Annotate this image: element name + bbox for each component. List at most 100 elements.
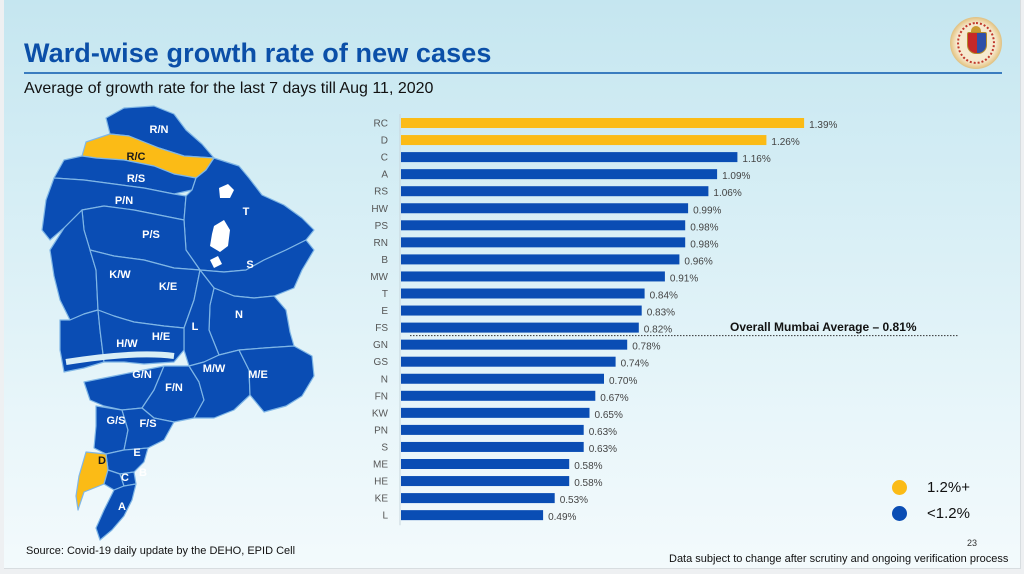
- value-label-b: 0.96%: [684, 256, 712, 267]
- map-label-c: C: [121, 472, 129, 484]
- category-label-hw: HW: [371, 204, 388, 215]
- category-label-rs: RS: [374, 187, 388, 198]
- bar-pn: [401, 424, 584, 435]
- bmc-emblem-icon: [950, 17, 1002, 69]
- ward-region-mw: [188, 349, 251, 419]
- page-number: 23: [967, 538, 978, 548]
- category-label-rc: RC: [374, 119, 388, 130]
- bar-mw: [401, 271, 665, 282]
- value-label-me: 0.58%: [574, 461, 602, 472]
- value-label-he: 0.58%: [574, 478, 602, 489]
- map-label-rc: R/C: [127, 151, 146, 163]
- map-label-gs: G/S: [107, 415, 126, 427]
- value-label-t: 0.84%: [650, 291, 678, 302]
- category-label-fs: FS: [375, 323, 388, 334]
- emblem-ring: [957, 22, 995, 64]
- bar-hw: [401, 203, 689, 214]
- value-label-hw: 0.99%: [693, 205, 721, 216]
- value-label-kw: 0.65%: [595, 410, 623, 421]
- map-label-he: H/E: [152, 331, 170, 343]
- bar-d: [401, 135, 767, 146]
- category-label-n: N: [381, 374, 388, 385]
- map-label-n: N: [235, 309, 243, 321]
- category-label-mw: MW: [370, 272, 388, 283]
- value-label-fs: 0.82%: [644, 325, 672, 336]
- bar-l: [401, 510, 544, 521]
- value-label-pn: 0.63%: [589, 427, 617, 438]
- slide: Ward-wise growth rate of new cases Avera…: [4, 0, 1021, 569]
- bar-rc: [401, 118, 805, 128]
- map-label-t: T: [243, 206, 250, 218]
- legend-dot-low-icon: [892, 505, 907, 521]
- map-label-s: S: [246, 259, 253, 271]
- bar-ke: [401, 493, 555, 504]
- legend-label-low: <1.2%: [927, 504, 970, 522]
- category-label-pn: PN: [374, 425, 388, 436]
- lake-powai: [210, 220, 230, 252]
- legend: 1.2%+ <1.2%: [892, 474, 970, 526]
- map-label-rn: R/N: [150, 124, 169, 136]
- source-note: Source: Covid-19 daily update by the DEH…: [26, 545, 296, 557]
- bar-rs: [401, 186, 709, 197]
- creek: [65, 351, 175, 365]
- value-label-a: 1.09%: [722, 171, 750, 182]
- bar-gn: [401, 339, 628, 350]
- category-label-gn: GN: [373, 340, 388, 351]
- bar-c: [401, 152, 738, 163]
- title-divider: [24, 72, 1002, 74]
- category-label-rn: RN: [374, 238, 388, 249]
- legend-label-high: 1.2%+: [927, 478, 970, 496]
- category-label-c: C: [381, 153, 388, 164]
- bar-kw: [401, 407, 590, 418]
- map-label-hw: H/W: [116, 338, 138, 350]
- bar-gs: [401, 356, 616, 367]
- ward-region-me: [238, 345, 315, 413]
- bar-t: [401, 288, 645, 299]
- average-line-label: Overall Mumbai Average – 0.81%: [730, 320, 917, 334]
- category-label-kw: KW: [372, 408, 389, 419]
- value-label-n: 0.70%: [609, 376, 637, 387]
- ward-region-d: [75, 451, 109, 511]
- bar-s: [401, 441, 584, 452]
- map-label-b: B: [139, 467, 147, 479]
- map-label-kw: K/W: [109, 269, 131, 281]
- value-label-d: 1.26%: [771, 137, 799, 148]
- category-label-he: HE: [374, 477, 388, 488]
- bar-rn: [401, 237, 686, 248]
- page-subtitle: Average of growth rate for the last 7 da…: [24, 80, 434, 97]
- map-label-l: L: [192, 321, 199, 333]
- bar-n: [401, 373, 604, 384]
- page-title: Ward-wise growth rate of new cases: [24, 38, 492, 68]
- map-label-e: E: [133, 447, 140, 459]
- category-label-fn: FN: [375, 391, 388, 402]
- category-label-t: T: [382, 289, 388, 300]
- map-label-ke: K/E: [159, 281, 177, 293]
- map-label-mw: M/W: [203, 363, 226, 375]
- category-label-e: E: [381, 306, 388, 317]
- value-label-l: 0.49%: [548, 512, 576, 523]
- lake-small: [210, 256, 222, 268]
- category-label-gs: GS: [374, 357, 389, 368]
- map-label-gn: G/N: [132, 369, 152, 381]
- bar-fn: [401, 390, 596, 401]
- emblem-crest: [971, 26, 981, 32]
- map-label-fn: F/N: [165, 382, 183, 394]
- ward-map-svg: R/N R/C R/S P/N P/S T S K/W K/E N L H/W …: [41, 105, 315, 541]
- value-label-c: 1.16%: [742, 154, 770, 165]
- legend-dot-high-icon: [892, 479, 907, 495]
- value-label-s: 0.63%: [589, 444, 617, 455]
- lake-vihar: [219, 184, 234, 198]
- value-label-gn: 0.78%: [632, 342, 660, 353]
- value-label-rn: 0.98%: [690, 239, 718, 250]
- category-label-ke: KE: [375, 494, 389, 505]
- bar-a: [401, 169, 718, 180]
- category-label-s: S: [381, 442, 388, 453]
- category-label-b: B: [381, 255, 388, 266]
- value-label-e: 0.83%: [647, 308, 675, 319]
- disclaimer-note: Data subject to change after scrutiny an…: [669, 553, 1009, 565]
- value-label-mw: 0.91%: [670, 273, 698, 284]
- map-label-me: M/E: [248, 369, 268, 381]
- map-label-a: A: [118, 501, 126, 513]
- ward-map: R/N R/C R/S P/N P/S T S K/W K/E N L H/W …: [24, 100, 334, 545]
